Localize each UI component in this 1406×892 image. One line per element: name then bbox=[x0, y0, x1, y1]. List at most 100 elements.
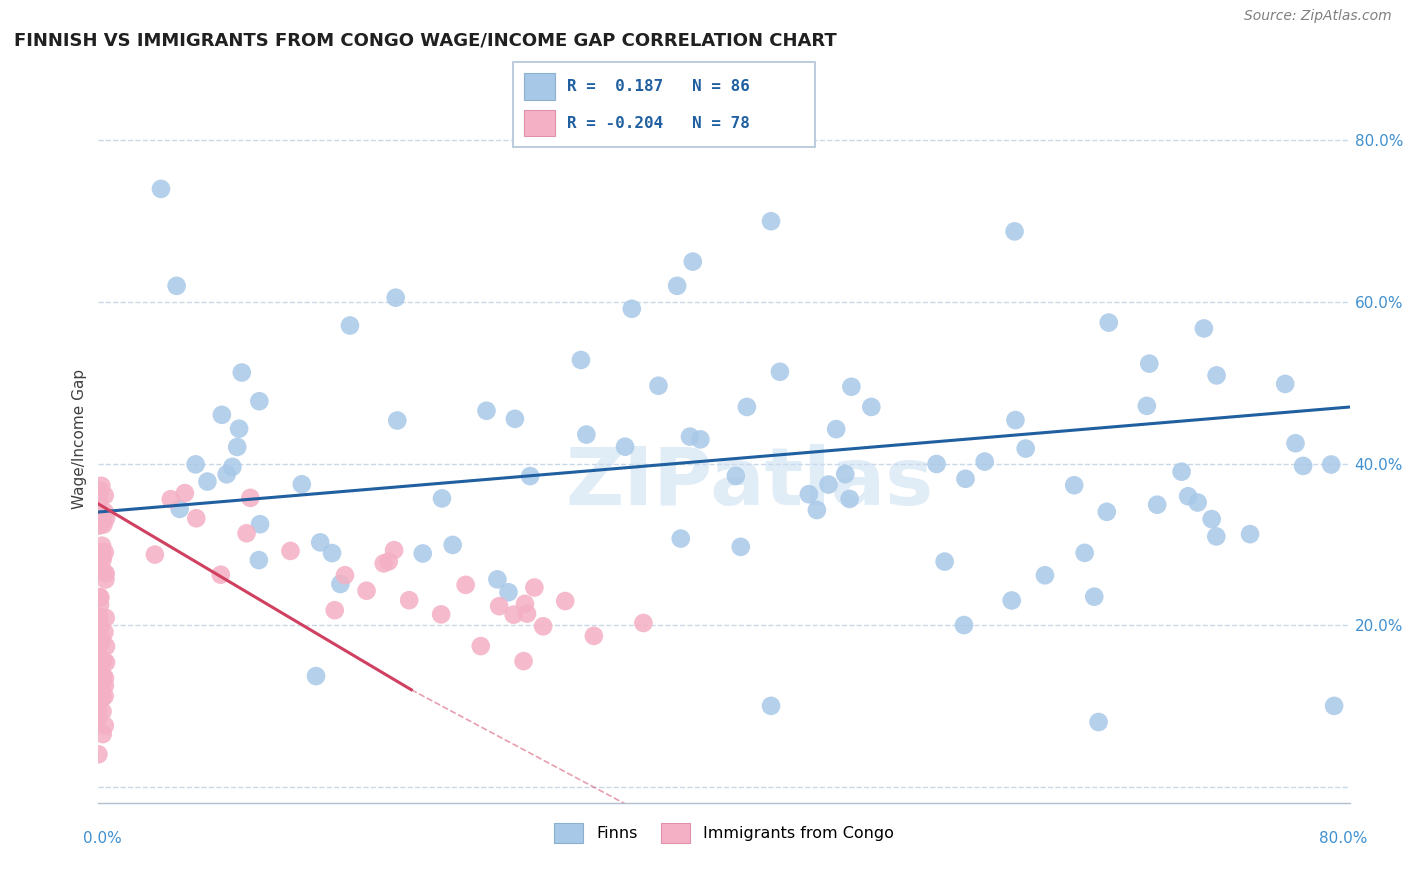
Point bbox=[93, 689, 115, 703]
Point bbox=[1095, 505, 1118, 519]
Text: ZIPatlas: ZIPatlas bbox=[565, 444, 934, 522]
Point bbox=[1136, 399, 1159, 413]
Point bbox=[93, 566, 115, 580]
Point bbox=[797, 487, 820, 501]
Point bbox=[94, 545, 117, 559]
Point bbox=[143, 548, 166, 562]
Point bbox=[91, 539, 114, 553]
Point bbox=[209, 567, 232, 582]
Point bbox=[89, 590, 111, 604]
Point bbox=[89, 670, 111, 684]
Point bbox=[503, 412, 526, 426]
Point bbox=[1015, 442, 1038, 456]
Text: Source: ZipAtlas.com: Source: ZipAtlas.com bbox=[1244, 9, 1392, 22]
Point bbox=[94, 566, 117, 581]
Point bbox=[1098, 316, 1121, 330]
Point bbox=[759, 214, 782, 228]
Point bbox=[93, 517, 115, 532]
Point bbox=[817, 477, 839, 491]
Point bbox=[89, 493, 111, 508]
Point bbox=[90, 678, 112, 692]
Point bbox=[1274, 376, 1296, 391]
Point bbox=[94, 640, 117, 654]
Point bbox=[838, 491, 860, 506]
Point bbox=[516, 607, 538, 621]
Point bbox=[211, 408, 233, 422]
Point bbox=[169, 501, 191, 516]
Point bbox=[356, 583, 378, 598]
Point bbox=[94, 573, 117, 587]
Point bbox=[669, 532, 692, 546]
Point bbox=[197, 475, 219, 489]
Point bbox=[323, 603, 346, 617]
Point bbox=[94, 679, 117, 693]
Legend: Finns, Immigrants from Congo: Finns, Immigrants from Congo bbox=[548, 817, 900, 849]
Point bbox=[247, 553, 270, 567]
Point bbox=[523, 581, 546, 595]
Point bbox=[93, 654, 115, 668]
Point bbox=[90, 479, 112, 493]
Point bbox=[441, 538, 464, 552]
Point bbox=[647, 378, 669, 392]
Point bbox=[412, 546, 434, 560]
Point bbox=[89, 609, 111, 624]
Point bbox=[575, 427, 598, 442]
Point bbox=[614, 440, 637, 454]
Point bbox=[554, 594, 576, 608]
Point bbox=[1323, 698, 1346, 713]
Point bbox=[1192, 321, 1215, 335]
Point bbox=[186, 511, 208, 525]
Point bbox=[498, 585, 520, 599]
Point bbox=[89, 517, 111, 532]
Point bbox=[89, 483, 111, 498]
Point bbox=[934, 555, 956, 569]
Point bbox=[94, 671, 117, 685]
Point bbox=[94, 656, 117, 670]
Text: FINNISH VS IMMIGRANTS FROM CONGO WAGE/INCOME GAP CORRELATION CHART: FINNISH VS IMMIGRANTS FROM CONGO WAGE/IN… bbox=[14, 31, 837, 49]
Y-axis label: Wage/Income Gap: Wage/Income Gap bbox=[72, 369, 87, 509]
Point bbox=[633, 615, 655, 630]
Point bbox=[228, 422, 250, 436]
Point bbox=[925, 457, 948, 471]
Point bbox=[333, 568, 356, 582]
Point bbox=[1320, 458, 1343, 472]
Point bbox=[309, 535, 332, 549]
Point bbox=[280, 544, 302, 558]
Point bbox=[531, 619, 554, 633]
Point bbox=[430, 491, 453, 506]
Point bbox=[1087, 714, 1109, 729]
Point bbox=[91, 552, 114, 566]
Point bbox=[226, 440, 249, 454]
Point bbox=[89, 591, 111, 605]
Text: R =  0.187   N = 86: R = 0.187 N = 86 bbox=[567, 79, 749, 94]
Point bbox=[235, 526, 257, 541]
Point bbox=[955, 472, 977, 486]
Point bbox=[93, 625, 115, 640]
Point bbox=[689, 433, 711, 447]
Point bbox=[1187, 495, 1209, 509]
Point bbox=[91, 633, 114, 648]
Point bbox=[184, 458, 207, 472]
Point bbox=[90, 619, 112, 633]
Point bbox=[305, 669, 328, 683]
Point bbox=[329, 577, 352, 591]
Point bbox=[382, 543, 405, 558]
Point bbox=[150, 182, 173, 196]
Point bbox=[96, 511, 118, 525]
Point bbox=[231, 366, 253, 380]
Point bbox=[513, 597, 536, 611]
Point bbox=[89, 564, 111, 578]
Point bbox=[1146, 498, 1168, 512]
Point bbox=[682, 254, 704, 268]
Point bbox=[249, 517, 271, 532]
Point bbox=[377, 554, 399, 568]
Point bbox=[470, 639, 492, 653]
Point bbox=[89, 598, 111, 612]
Point bbox=[1073, 546, 1095, 560]
Point bbox=[166, 278, 188, 293]
Point bbox=[1001, 593, 1024, 607]
Point bbox=[373, 557, 395, 571]
Point bbox=[87, 711, 110, 725]
Point bbox=[398, 593, 420, 607]
Point bbox=[1004, 413, 1026, 427]
